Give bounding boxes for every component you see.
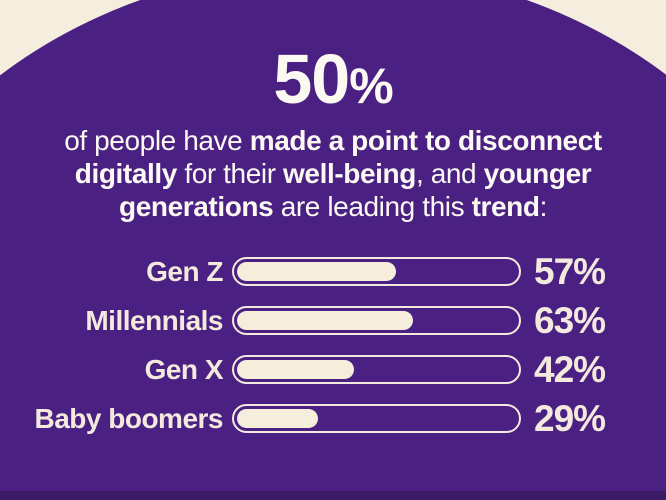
value-label: 57% xyxy=(534,251,606,292)
bar-fill xyxy=(237,262,397,281)
description-segment: of people have xyxy=(64,125,250,156)
category-label: Baby boomers xyxy=(34,402,224,434)
bar-fill xyxy=(237,311,413,330)
description-segment: trend xyxy=(471,191,540,222)
bar-track xyxy=(232,306,521,335)
description-segment: are leading this xyxy=(273,191,472,222)
headline-stat-value: 50 xyxy=(273,40,350,118)
description-segment: : xyxy=(539,191,548,222)
value-label: 42% xyxy=(534,349,606,390)
headline-stat: 50% xyxy=(0,44,666,121)
value-label: 29% xyxy=(534,398,606,439)
chart-row: Gen X 42% xyxy=(0,349,666,390)
chart-row: Baby boomers 29% xyxy=(0,398,666,439)
description-segment: generations xyxy=(119,191,274,222)
bar-track xyxy=(232,355,521,384)
category-label: Gen Z xyxy=(146,255,223,287)
description-segment: younger xyxy=(483,158,592,189)
value-label: 63% xyxy=(534,300,606,341)
bar-chart: Gen Z 57% Millennials 63% Gen X 42% Baby boome… xyxy=(0,251,666,453)
chart-row: Millennials 63% xyxy=(0,300,666,341)
description-segment: , and xyxy=(415,158,484,189)
description-segment: made a point to disconnect xyxy=(249,125,602,156)
bar-fill xyxy=(237,409,318,428)
category-label: Millennials xyxy=(85,304,223,336)
headline-description: of people have made a point to disconnec… xyxy=(0,124,666,223)
bar-track xyxy=(232,404,521,433)
chart-row: Gen Z 57% xyxy=(0,251,666,292)
footer-band xyxy=(0,491,666,500)
bar-fill xyxy=(237,360,355,379)
description-segment: for their xyxy=(176,158,284,189)
category-label: Gen X xyxy=(144,353,224,385)
headline-stat-unit: % xyxy=(349,58,393,114)
description-segment: well-being xyxy=(283,158,416,189)
bar-track xyxy=(232,257,521,286)
description-segment: digitally xyxy=(74,158,178,189)
